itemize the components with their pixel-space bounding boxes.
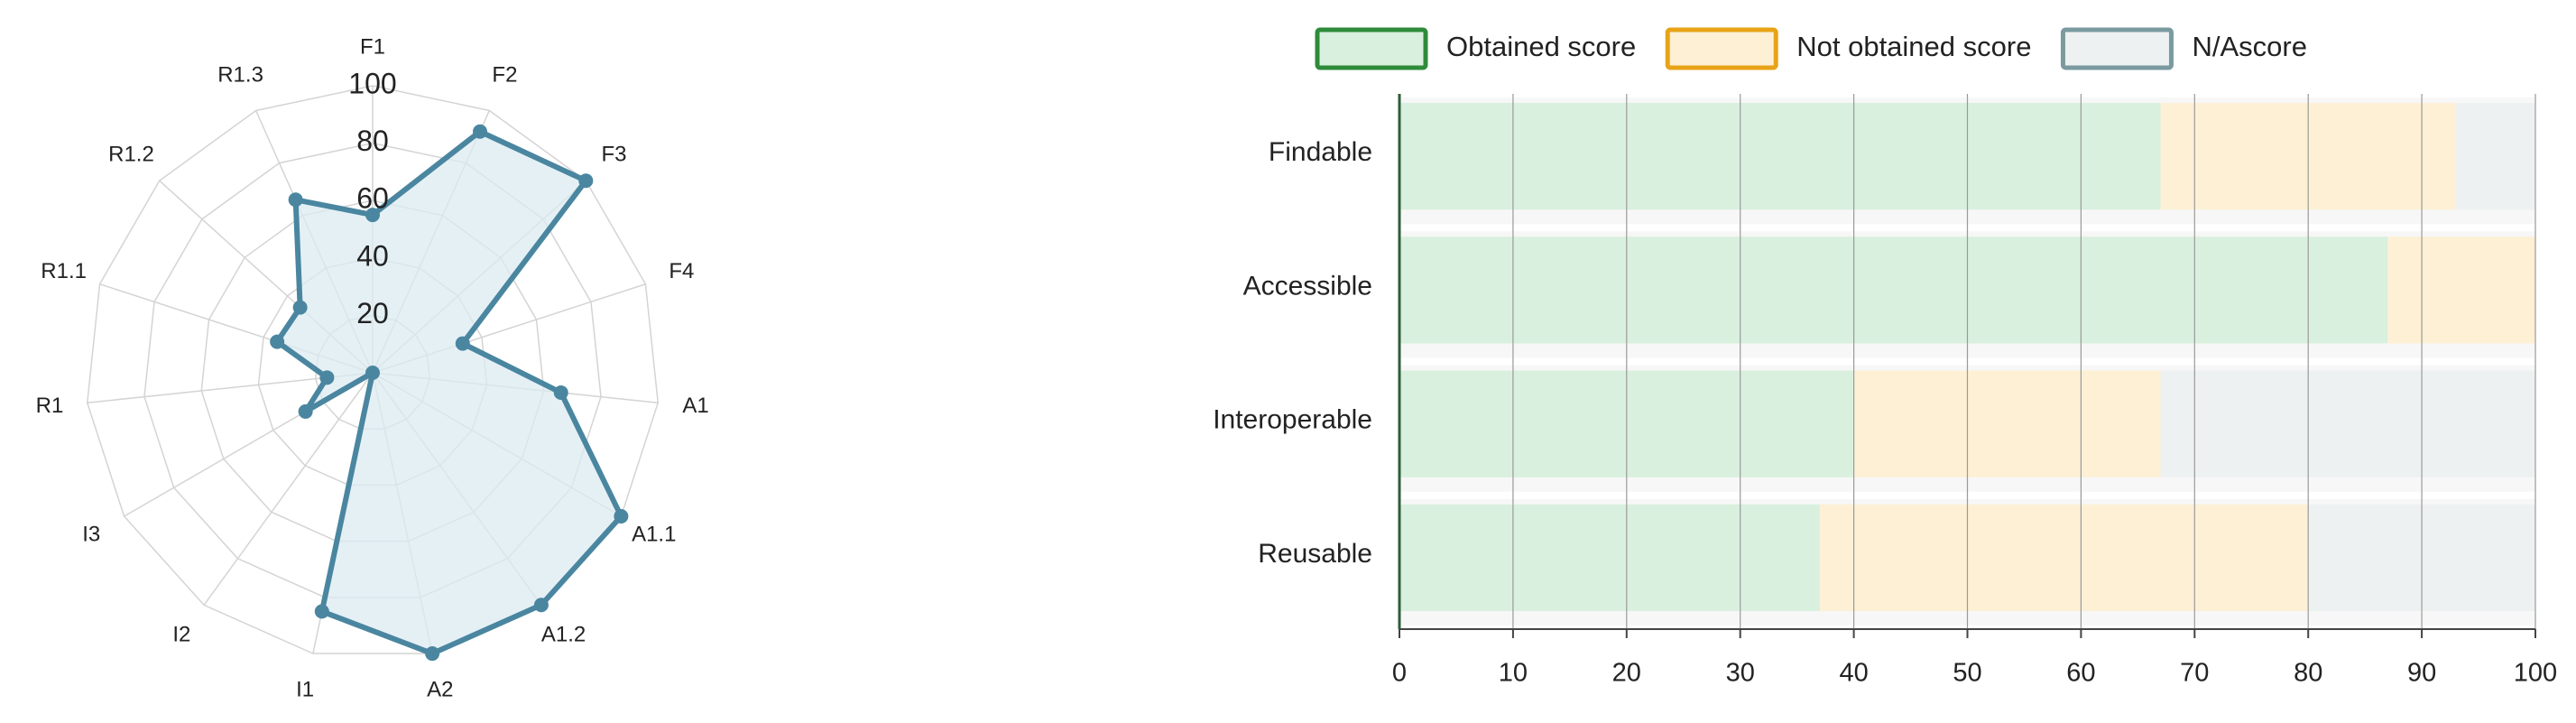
legend-swatch: [1665, 27, 1778, 70]
data-point: [472, 124, 487, 139]
bar-segment: [2160, 370, 2535, 477]
grid-ring: [86, 85, 660, 654]
axis-label: A1.1: [632, 522, 676, 546]
bar-segment: [1399, 103, 2161, 210]
data-point: [365, 366, 380, 380]
x-tick-label: 10: [1499, 659, 1528, 688]
axis-label: F4: [669, 259, 694, 283]
x-tick-label: 80: [2294, 659, 2322, 688]
x-tick-label: 50: [1953, 659, 1981, 688]
legend-label: N/Ascore: [2192, 31, 2306, 62]
data-point: [292, 300, 308, 315]
data-point: [288, 192, 303, 208]
data-area: [274, 128, 624, 657]
r-tick-label: 60: [356, 182, 389, 215]
x-tick-label: 60: [2066, 659, 2095, 688]
x-tick-label: 40: [1839, 659, 1868, 688]
x-tick-label: 90: [2407, 659, 2436, 688]
legend-swatch: [2060, 27, 2174, 70]
data-point: [578, 173, 594, 189]
axis-label: F2: [492, 62, 517, 87]
x-tick-label: 70: [2180, 659, 2209, 688]
data-point: [533, 598, 549, 613]
y-tick-label: Interoperable: [1213, 405, 1372, 435]
axis-label: I3: [82, 522, 100, 546]
axis-label: A1: [682, 394, 708, 418]
y-tick-label: Accessible: [1243, 271, 1372, 301]
y-tick-label: Findable: [1269, 137, 1372, 167]
x-tick-label: 100: [2514, 659, 2557, 688]
y-tick-label: Reusable: [1258, 539, 1372, 569]
data-point: [365, 208, 380, 223]
axis-label: F1: [360, 34, 385, 59]
data-point: [425, 646, 440, 662]
data-point: [314, 604, 329, 619]
bar-segment: [2455, 103, 2535, 210]
r-tick-label: 80: [356, 125, 389, 157]
data-point: [614, 509, 629, 524]
spoke: [203, 372, 374, 606]
bar-segment: [2387, 236, 2535, 344]
data-point: [455, 336, 470, 351]
data-point: [298, 403, 313, 419]
axis-label: A1.2: [541, 623, 586, 647]
axis-label: I2: [172, 623, 190, 647]
data-point: [319, 370, 335, 385]
r-tick-label: 20: [356, 297, 389, 329]
data-point: [270, 334, 285, 349]
r-tick-label: 100: [348, 67, 396, 99]
axis-label: R1.1: [41, 259, 87, 283]
axis-label: A2: [427, 677, 453, 701]
bar-segment: [1819, 504, 2309, 611]
axis-label: F3: [602, 142, 627, 166]
axis-label: R1.3: [217, 62, 263, 87]
r-tick-label: 40: [356, 239, 389, 272]
data-point: [553, 385, 568, 400]
bar-segment: [1399, 504, 1820, 611]
x-tick-label: 0: [1392, 659, 1407, 688]
legend-label: Not obtained score: [1796, 31, 2031, 62]
bar-segment: [1399, 236, 2388, 344]
x-tick-label: 20: [1612, 659, 1641, 688]
legend-label: Obtained score: [1446, 31, 1636, 62]
axis-label: R1: [36, 394, 64, 418]
x-tick-label: 30: [1726, 659, 1755, 688]
axis-label: R1.2: [108, 142, 154, 166]
axis-label: I1: [296, 677, 314, 701]
bar-segment: [1853, 370, 2161, 477]
legend-swatch: [1315, 27, 1428, 70]
